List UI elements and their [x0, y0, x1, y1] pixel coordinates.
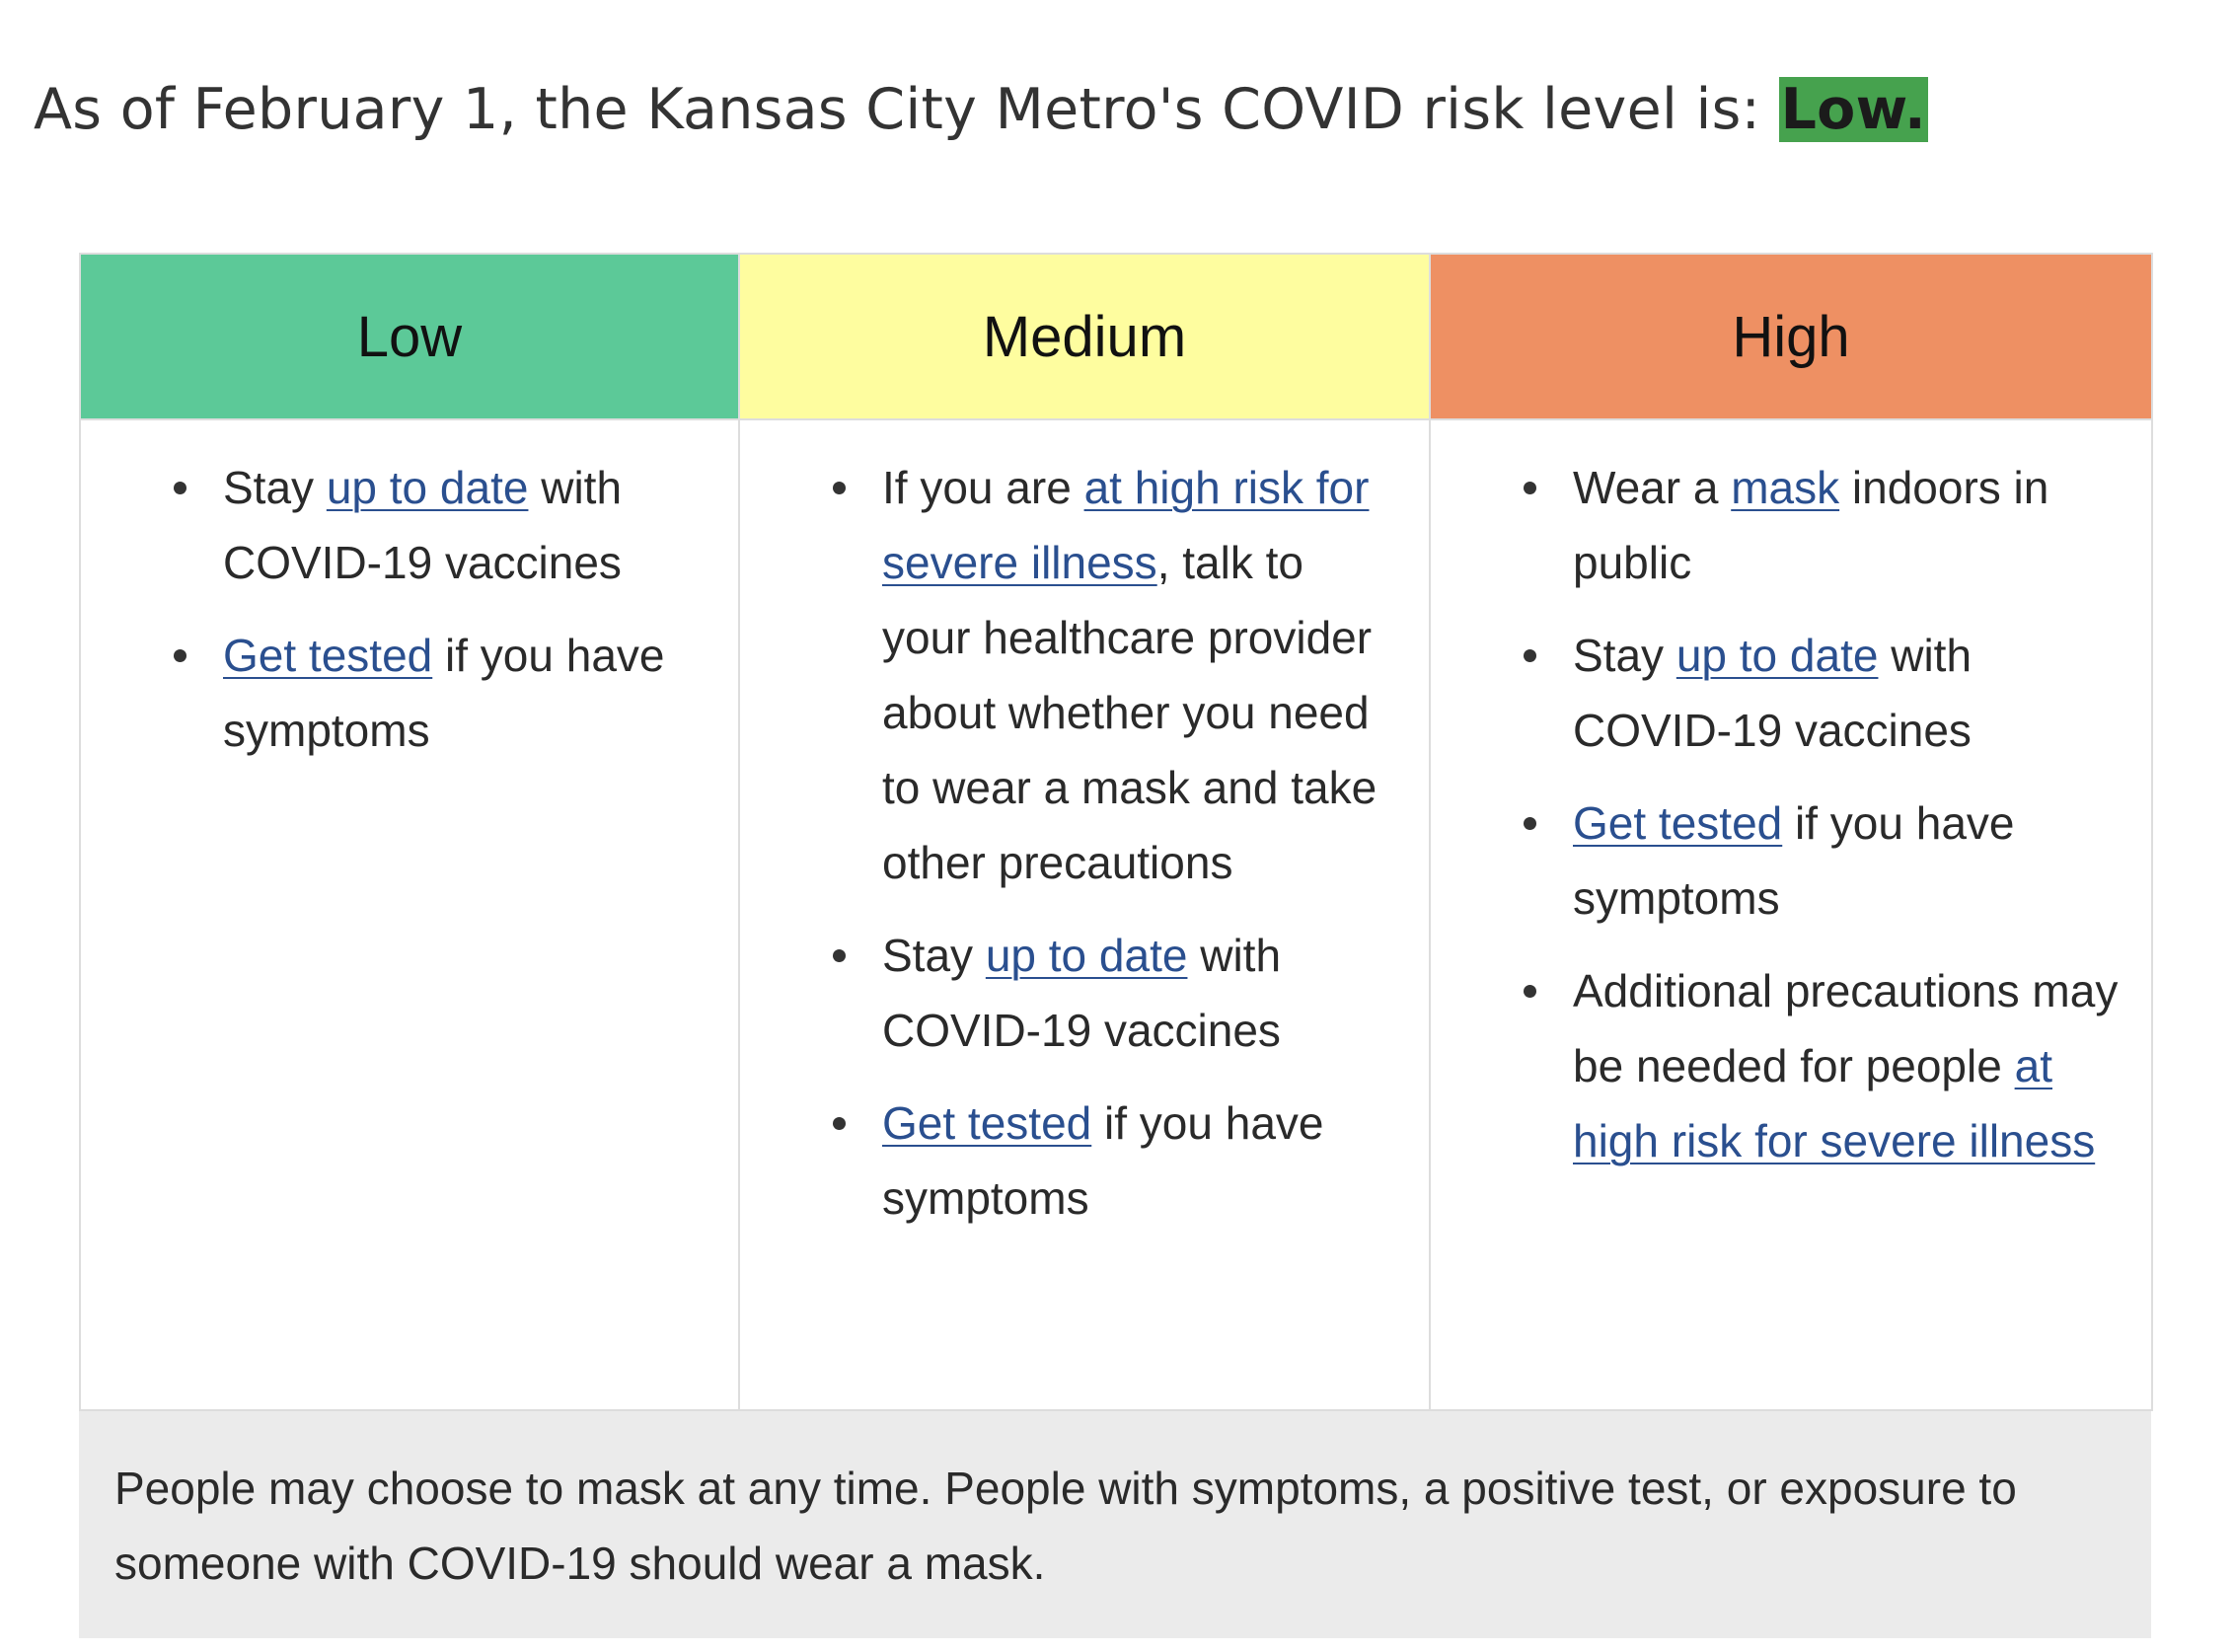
get-tested-link[interactable]: Get tested [1573, 797, 1783, 849]
current-risk-level: Low. [1778, 77, 1928, 142]
high-column: Wear a mask indoors in public Stay up to… [1429, 418, 2153, 1411]
get-tested-link[interactable]: Get tested [223, 630, 433, 681]
high-risk-link[interactable]: at high risk for severe illness [1573, 1040, 2096, 1166]
item-text: Wear a [1573, 462, 1732, 513]
risk-level-headline: As of February 1, the Kansas City Metro'… [34, 65, 1928, 154]
mask-link[interactable]: mask [1731, 462, 1840, 513]
up-to-date-link[interactable]: up to date [1676, 630, 1879, 681]
item-text: Stay [223, 462, 327, 513]
medium-column: If you are at high risk for severe illne… [738, 418, 1431, 1411]
list-item: Stay up to date with COVID-19 vaccines [833, 918, 1399, 1068]
item-text: with COVID-19 vaccines [223, 462, 623, 588]
high-recommendations: Wear a mask indoors in public Stay up to… [1524, 450, 2131, 1178]
item-text: , talk to your healthcare provider about… [882, 537, 1378, 888]
item-text: with COVID-19 vaccines [882, 930, 1282, 1056]
list-item: Get tested if you have symptoms [174, 618, 699, 768]
item-text: Additional precautions may be needed for… [1573, 965, 2119, 1091]
list-item: Stay up to date with COVID-19 vaccines [1524, 618, 2131, 768]
list-item: Stay up to date with COVID-19 vaccines [174, 450, 699, 600]
get-tested-link[interactable]: Get tested [882, 1097, 1092, 1149]
list-item: Additional precautions may be needed for… [1524, 953, 2131, 1178]
table-body-row: Stay up to date with COVID-19 vaccines G… [79, 418, 2153, 1411]
item-text: If you are [882, 462, 1084, 513]
medium-recommendations: If you are at high risk for severe illne… [833, 450, 1399, 1236]
item-text: if you have symptoms [223, 630, 665, 756]
header-low: Low [79, 253, 740, 420]
list-item: Get tested if you have symptoms [833, 1086, 1399, 1236]
list-item: Get tested if you have symptoms [1524, 786, 2131, 936]
high-risk-link[interactable]: at high risk for severe illness [882, 462, 1370, 588]
up-to-date-link[interactable]: up to date [326, 462, 529, 513]
item-text: Stay [1573, 630, 1676, 681]
up-to-date-link[interactable]: up to date [985, 930, 1188, 981]
item-text: indoors in public [1573, 462, 2049, 588]
item-text: if you have symptoms [1573, 797, 2015, 924]
list-item: If you are at high risk for severe illne… [833, 450, 1399, 900]
mask-guidance-note: People may choose to mask at any time. P… [79, 1411, 2151, 1638]
table-header-row: Low Medium High [79, 253, 2153, 420]
header-medium: Medium [738, 253, 1431, 420]
item-text: Stay [882, 930, 986, 981]
header-high: High [1429, 253, 2153, 420]
item-text: if you have symptoms [882, 1097, 1324, 1224]
list-item: Wear a mask indoors in public [1524, 450, 2131, 600]
headline-text: As of February 1, the Kansas City Metro'… [34, 77, 1779, 142]
risk-level-table: Low Medium High Stay up to date with COV… [79, 253, 2153, 1411]
low-recommendations: Stay up to date with COVID-19 vaccines G… [174, 450, 699, 768]
item-text: with COVID-19 vaccines [1573, 630, 1973, 756]
low-column: Stay up to date with COVID-19 vaccines G… [79, 418, 740, 1411]
